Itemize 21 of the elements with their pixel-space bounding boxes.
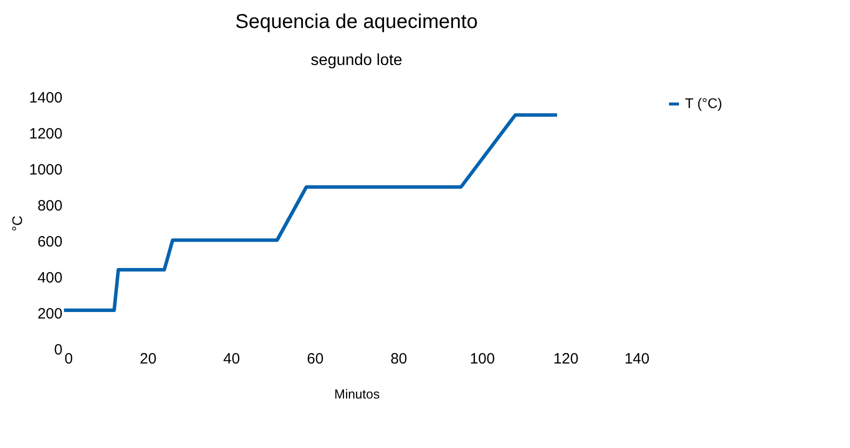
chart-title: Sequencia de aquecimento	[235, 11, 478, 33]
y-axis-title: °C	[9, 216, 26, 232]
line-series	[62, 113, 559, 312]
x-tick-label: 80	[390, 350, 408, 368]
x-tick-label: 140	[624, 350, 650, 368]
y-tick-label: 1400	[29, 90, 62, 106]
chart-subtitle: segundo lote	[310, 52, 402, 69]
x-axis-title: Minutos	[334, 386, 380, 402]
legend-label: T (°C)	[685, 95, 722, 111]
x-tick-label: 120	[553, 350, 578, 368]
y-tick-label: 400	[37, 270, 62, 286]
y-tick-label: 1000	[29, 162, 62, 178]
y-tick-label: 600	[37, 234, 62, 250]
x-tick-label: 20	[140, 350, 156, 368]
x-tick-label: 0	[64, 350, 73, 368]
x-tick-label: 40	[223, 350, 240, 368]
x-tick-label: 60	[306, 350, 324, 368]
y-tick-label: 800	[37, 198, 62, 214]
x-tick-label: 100	[470, 350, 495, 368]
y-tick-label: 200	[37, 306, 62, 322]
y-tick-label: 1200	[29, 126, 62, 142]
